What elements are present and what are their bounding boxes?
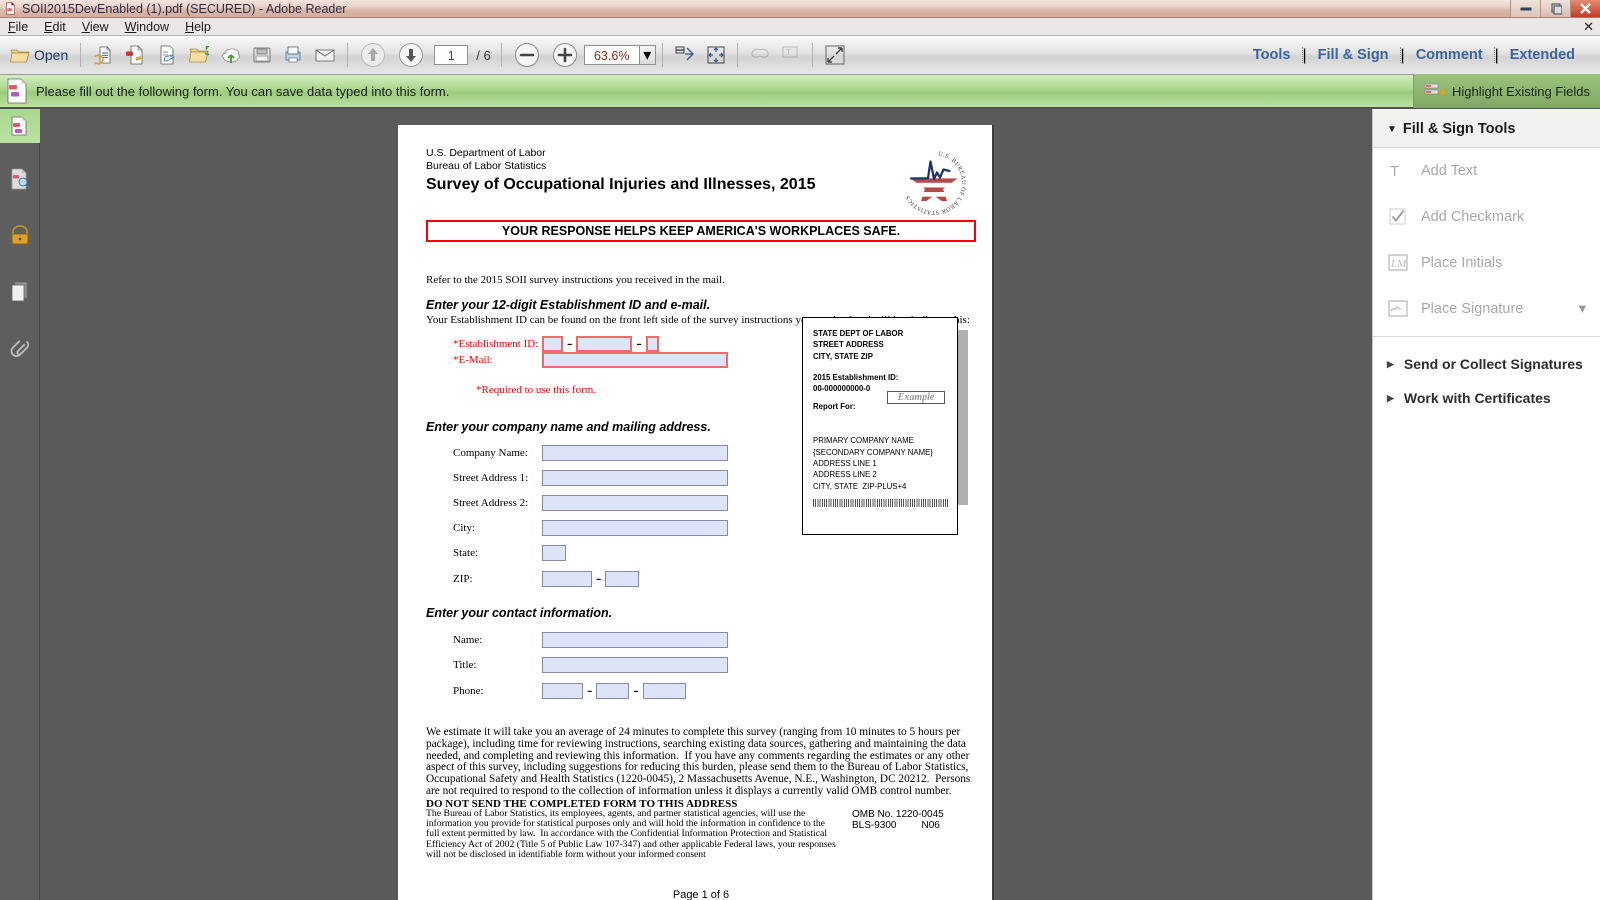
svg-text:LM: LM [1390,258,1407,270]
svg-text:T: T [1390,163,1399,180]
svg-text:T: T [786,48,791,57]
